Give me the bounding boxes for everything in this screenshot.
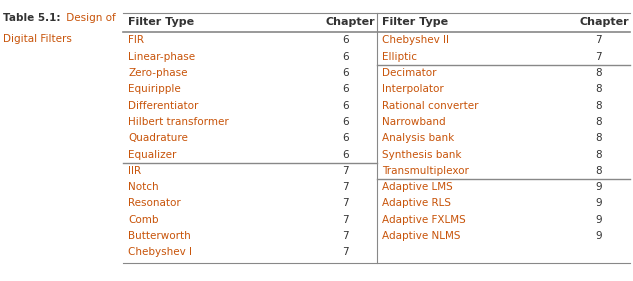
Text: Interpolator: Interpolator (382, 84, 444, 94)
Text: Resonator: Resonator (128, 198, 181, 209)
Text: Narrowband: Narrowband (382, 117, 446, 127)
Text: 8: 8 (595, 117, 601, 127)
Text: Equiripple: Equiripple (128, 84, 181, 94)
Text: Digital Filters: Digital Filters (3, 34, 72, 44)
Text: Transmultiplexor: Transmultiplexor (382, 166, 468, 176)
Text: Linear-phase: Linear-phase (128, 52, 196, 62)
Text: 6: 6 (342, 68, 348, 78)
Text: 7: 7 (342, 166, 348, 176)
Text: 7: 7 (595, 35, 601, 46)
Text: Synthesis bank: Synthesis bank (382, 149, 461, 160)
Text: Adaptive LMS: Adaptive LMS (382, 182, 453, 192)
Text: IIR: IIR (128, 166, 142, 176)
Text: 8: 8 (595, 101, 601, 111)
Text: 9: 9 (595, 182, 601, 192)
Text: 8: 8 (595, 68, 601, 78)
Text: 8: 8 (595, 133, 601, 143)
Text: 9: 9 (595, 215, 601, 225)
Text: 7: 7 (342, 247, 348, 257)
Text: Adaptive NLMS: Adaptive NLMS (382, 231, 460, 241)
Text: Comb: Comb (128, 215, 159, 225)
Text: 6: 6 (342, 133, 348, 143)
Text: Hilbert transformer: Hilbert transformer (128, 117, 229, 127)
Text: 6: 6 (342, 35, 348, 46)
Text: Differentiator: Differentiator (128, 101, 199, 111)
Text: 7: 7 (342, 182, 348, 192)
Text: Decimator: Decimator (382, 68, 436, 78)
Text: 6: 6 (342, 52, 348, 62)
Text: 6: 6 (342, 117, 348, 127)
Text: 6: 6 (342, 101, 348, 111)
Text: Notch: Notch (128, 182, 159, 192)
Text: Design of: Design of (63, 13, 116, 23)
Text: Butterworth: Butterworth (128, 231, 191, 241)
Text: Filter Type: Filter Type (382, 17, 448, 28)
Text: Filter Type: Filter Type (128, 17, 194, 28)
Text: Chebyshev I: Chebyshev I (128, 247, 192, 257)
Text: 6: 6 (342, 84, 348, 94)
Text: Chapter: Chapter (579, 17, 629, 28)
Text: 6: 6 (342, 149, 348, 160)
Text: 7: 7 (595, 52, 601, 62)
Text: Chebyshev II: Chebyshev II (382, 35, 449, 46)
Text: 7: 7 (342, 231, 348, 241)
Text: 9: 9 (595, 231, 601, 241)
Text: Zero-phase: Zero-phase (128, 68, 188, 78)
Text: 8: 8 (595, 84, 601, 94)
Text: 8: 8 (595, 166, 601, 176)
Text: 7: 7 (342, 215, 348, 225)
Text: FIR: FIR (128, 35, 144, 46)
Text: Quadrature: Quadrature (128, 133, 189, 143)
Text: 7: 7 (342, 198, 348, 209)
Text: Rational converter: Rational converter (382, 101, 478, 111)
Text: Adaptive RLS: Adaptive RLS (382, 198, 451, 209)
Text: Analysis bank: Analysis bank (382, 133, 454, 143)
Text: Table 5.1:: Table 5.1: (3, 13, 61, 23)
Text: Elliptic: Elliptic (382, 52, 417, 62)
Text: Equalizer: Equalizer (128, 149, 177, 160)
Text: 9: 9 (595, 198, 601, 209)
Text: 8: 8 (595, 149, 601, 160)
Text: Adaptive FXLMS: Adaptive FXLMS (382, 215, 465, 225)
Text: Chapter: Chapter (326, 17, 375, 28)
